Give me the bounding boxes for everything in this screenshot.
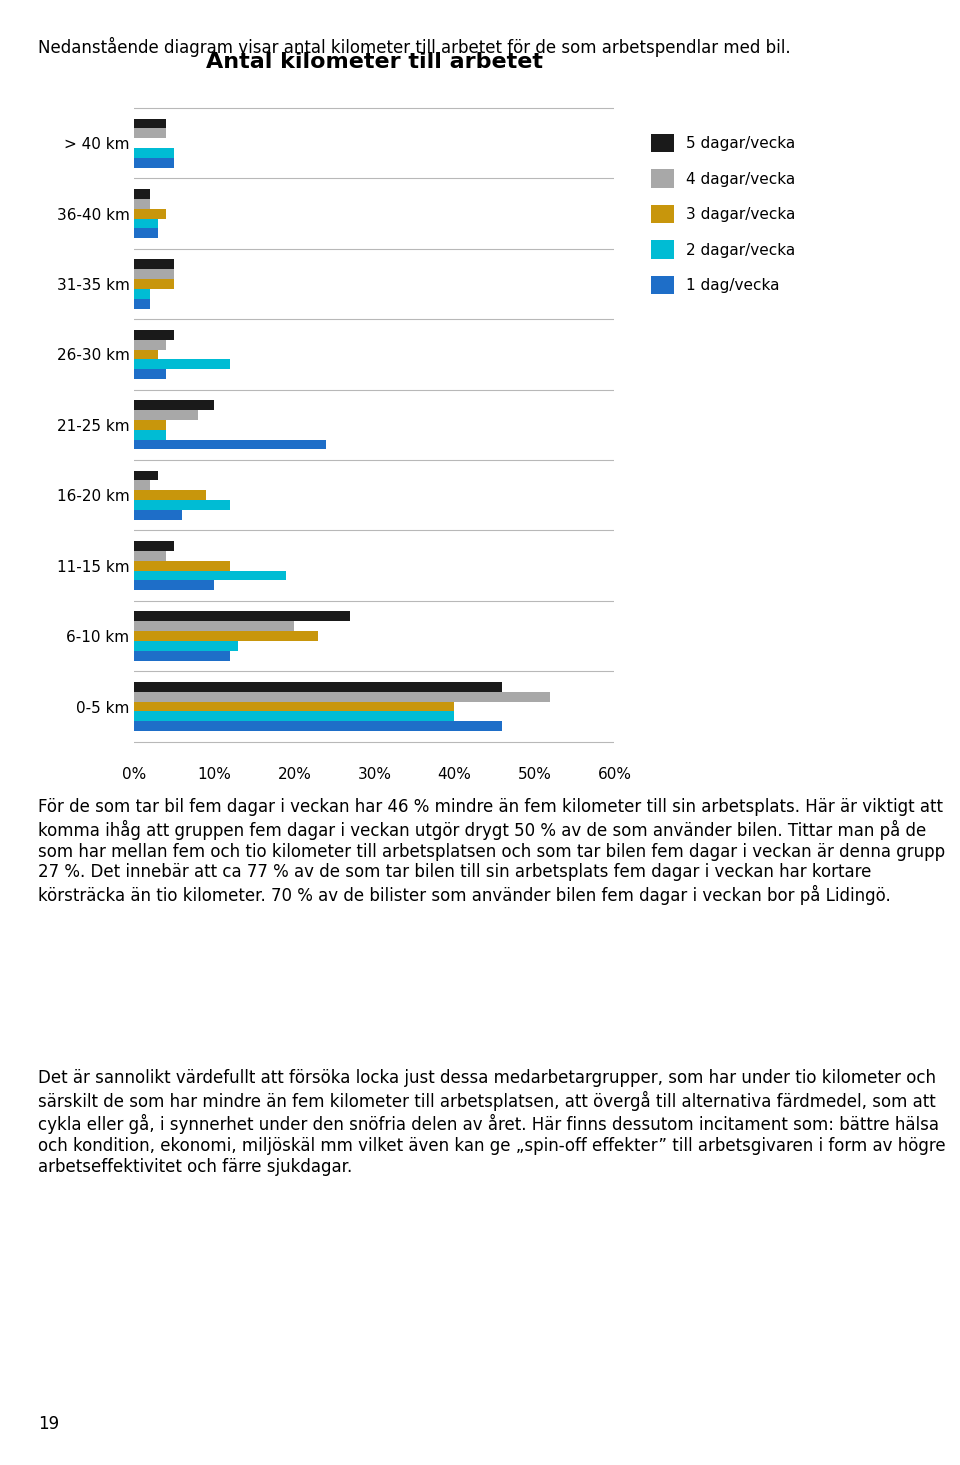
Bar [134,429,166,439]
Text: Nedanstående diagram visar antal kilometer till arbetet för de som arbetspendlar: Nedanstående diagram visar antal kilomet… [38,37,791,57]
Bar [134,158,175,168]
Bar [134,270,175,280]
Bar [134,410,199,420]
Legend: 5 dagar/vecka, 4 dagar/vecka, 3 dagar/vecka, 2 dagar/vecka, 1 dag/vecka: 5 dagar/vecka, 4 dagar/vecka, 3 dagar/ve… [646,129,800,299]
Bar [134,199,151,208]
Bar [134,129,166,138]
Bar [134,541,175,551]
Text: Det är sannolikt värdefullt att försöka locka just dessa medarbetargrupper, som : Det är sannolikt värdefullt att försöka … [38,1069,946,1175]
Bar [134,681,502,691]
Text: För de som tar bil fem dagar i veckan har 46 % mindre än fem kilometer till sin : För de som tar bil fem dagar i veckan ha… [38,798,946,904]
Bar [134,702,454,712]
Bar [134,551,166,561]
Bar [134,350,158,359]
Bar [134,369,166,379]
Bar [134,510,182,520]
Bar [134,712,454,721]
Bar [134,650,230,661]
Bar [134,561,230,570]
Bar [134,721,502,731]
Bar [134,580,214,590]
Text: 19: 19 [38,1415,60,1433]
Bar [134,208,166,218]
Bar [134,400,214,410]
Bar [134,611,350,621]
Bar [134,299,151,309]
Bar [134,491,206,500]
Bar [134,481,151,491]
Title: Antal kilometer till arbetet: Antal kilometer till arbetet [205,53,543,72]
Bar [134,229,158,239]
Bar [134,289,151,299]
Bar [134,280,175,289]
Bar [134,218,158,229]
Bar [134,119,166,129]
Bar [134,691,550,702]
Bar [134,420,166,429]
Bar [134,642,238,650]
Bar [134,631,319,642]
Bar [134,148,175,158]
Bar [134,470,158,481]
Bar [134,330,175,340]
Bar [134,340,166,350]
Bar [134,570,286,580]
Bar [134,621,295,631]
Bar [134,259,175,270]
Bar [134,440,326,450]
Bar [134,500,230,510]
Bar [134,189,151,199]
Bar [134,359,230,369]
